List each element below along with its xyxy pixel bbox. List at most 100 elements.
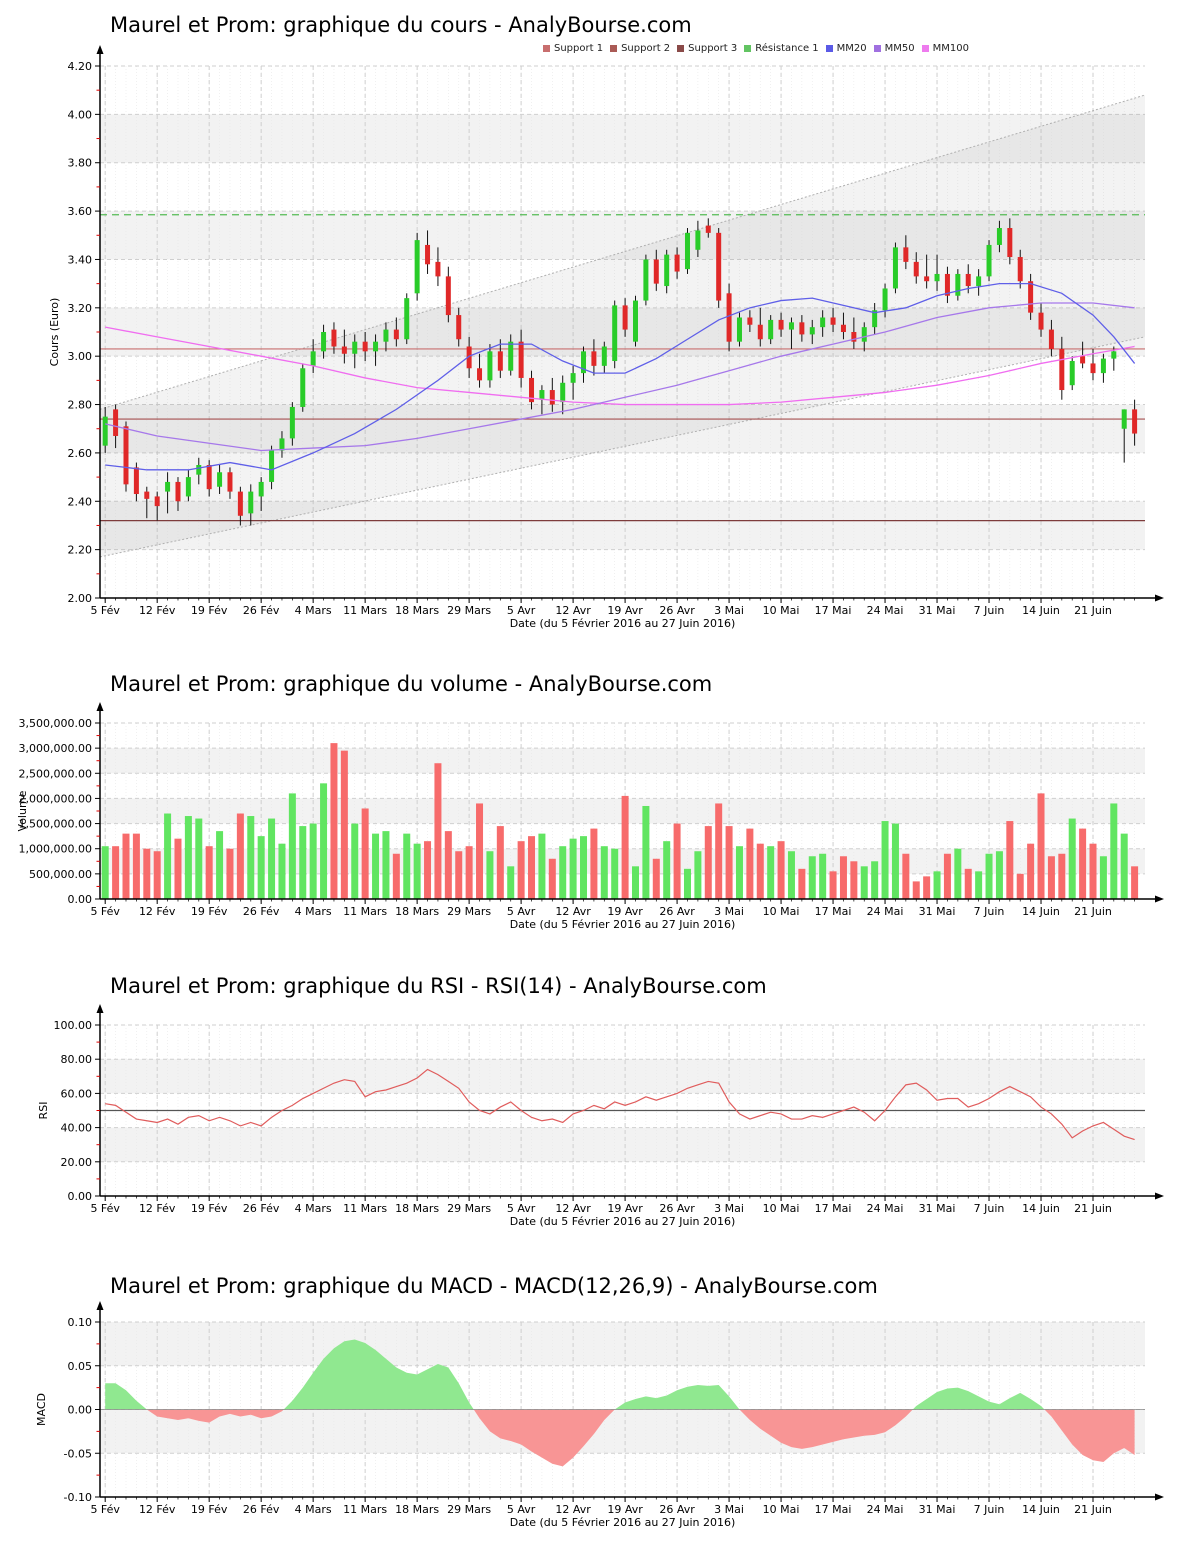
svg-text:100.00: 100.00	[54, 1019, 93, 1032]
svg-text:29 Mars: 29 Mars	[447, 905, 491, 918]
rsi-axes: 100.00 80.00 60.00 40.00 20.00 0.005 Fév 12 Fé…	[37, 1004, 1164, 1228]
svg-text:80.00: 80.00	[61, 1053, 93, 1066]
legend-item-support-1: Support 1	[543, 43, 603, 54]
svg-text:20.00: 20.00	[61, 1156, 93, 1169]
svg-text:0.00: 0.00	[68, 893, 93, 906]
macd-negative-area	[105, 1409, 1135, 1467]
legend-swatch	[873, 45, 881, 52]
svg-text:2.40: 2.40	[68, 495, 93, 508]
macd-positive-area	[105, 1339, 1135, 1410]
mm50-line	[105, 302, 1135, 452]
svg-text:18 Mars: 18 Mars	[395, 905, 439, 918]
svg-text:24 Mai: 24 Mai	[867, 1503, 904, 1516]
svg-text:3.40: 3.40	[68, 253, 93, 266]
legend-label: Résistance 1	[755, 43, 819, 54]
svg-text:17 Mai: 17 Mai	[815, 1503, 852, 1516]
svg-text:4 Mars: 4 Mars	[295, 1503, 332, 1516]
svg-text:29 Mars: 29 Mars	[447, 1503, 491, 1516]
rsi-ylabel: RSI	[37, 1102, 50, 1120]
svg-text:500,000.00: 500,000.00	[29, 868, 92, 881]
legend-item-support-2: Support 2	[610, 43, 670, 54]
volume-chart-title: Maurel et Prom: graphique du volume - An…	[110, 672, 713, 696]
svg-text:14 Juin: 14 Juin	[1022, 905, 1060, 918]
svg-text:19 Fév: 19 Fév	[191, 1503, 228, 1516]
macd-chart-title: Maurel et Prom: graphique du MACD - MACD…	[110, 1274, 878, 1298]
svg-text:21 Juin: 21 Juin	[1074, 1202, 1112, 1215]
cours-xlabel: Date (du 5 Février 2016 au 27 Juin 2016)	[510, 617, 736, 630]
svg-text:2.20: 2.20	[68, 544, 93, 557]
svg-text:12 Fév: 12 Fév	[139, 1202, 176, 1215]
svg-text:21 Juin: 21 Juin	[1074, 905, 1112, 918]
rsi-line	[105, 1068, 1135, 1141]
svg-text:10 Mai: 10 Mai	[763, 604, 800, 617]
volume-xlabel: Date (du 5 Février 2016 au 27 Juin 2016)	[510, 918, 736, 931]
svg-text:26 Fév: 26 Fév	[243, 604, 280, 617]
svg-text:11 Mars: 11 Mars	[343, 1202, 387, 1215]
price-chart-legend: Support 1 Support 2 Support 3 Résistance 1 M…	[543, 43, 969, 54]
svg-text:2.80: 2.80	[68, 399, 93, 412]
cours-chart: 4.20 4.00 3.80 3.60 3.40 3.20 3.00 2.80 2.60 2.40…	[48, 45, 1164, 630]
volume-bars	[101, 743, 1139, 899]
svg-text:4 Mars: 4 Mars	[295, 1202, 332, 1215]
price-candles	[102, 218, 1138, 526]
svg-text:3.80: 3.80	[68, 157, 93, 170]
svg-text:3 Mai: 3 Mai	[714, 604, 744, 617]
svg-text:12 Avr: 12 Avr	[555, 1503, 591, 1516]
svg-text:12 Fév: 12 Fév	[139, 905, 176, 918]
svg-text:14 Juin: 14 Juin	[1022, 1503, 1060, 1516]
svg-text:3 Mai: 3 Mai	[714, 1202, 744, 1215]
macd-xlabel: Date (du 5 Février 2016 au 27 Juin 2016)	[510, 1516, 736, 1529]
svg-text:19 Fév: 19 Fév	[191, 1202, 228, 1215]
svg-text:18 Mars: 18 Mars	[395, 1202, 439, 1215]
svg-text:26 Avr: 26 Avr	[659, 905, 695, 918]
legend-swatch	[543, 45, 550, 52]
svg-text:7 Juin: 7 Juin	[974, 604, 1005, 617]
svg-text:19 Fév: 19 Fév	[191, 604, 228, 617]
svg-text:24 Mai: 24 Mai	[867, 604, 904, 617]
legend-swatch	[610, 45, 618, 52]
svg-text:12 Fév: 12 Fév	[139, 1503, 176, 1516]
svg-text:18 Mars: 18 Mars	[395, 604, 439, 617]
svg-text:2.00: 2.00	[68, 592, 93, 605]
svg-text:10 Mai: 10 Mai	[763, 1503, 800, 1516]
svg-text:1,000,000.00: 1,000,000.00	[19, 843, 92, 856]
svg-text:5 Avr: 5 Avr	[507, 604, 536, 617]
volume-chart: 3,500,000.00 3,000,000.00 2,500,000.00 2,00…	[16, 702, 1164, 931]
svg-text:-0.05: -0.05	[64, 1447, 92, 1460]
svg-text:7 Juin: 7 Juin	[974, 1202, 1005, 1215]
rsi-chart-title: Maurel et Prom: graphique du RSI - RSI(1…	[110, 974, 767, 998]
svg-text:31 Mai: 31 Mai	[919, 1503, 956, 1516]
svg-text:21 Juin: 21 Juin	[1074, 1503, 1112, 1516]
svg-text:12 Avr: 12 Avr	[555, 1202, 591, 1215]
svg-text:5 Fév: 5 Fév	[90, 1503, 120, 1516]
svg-text:11 Mars: 11 Mars	[343, 905, 387, 918]
svg-text:29 Mars: 29 Mars	[447, 1202, 491, 1215]
svg-text:0.05: 0.05	[68, 1360, 93, 1373]
svg-text:12 Avr: 12 Avr	[555, 604, 591, 617]
svg-text:19 Avr: 19 Avr	[607, 905, 643, 918]
legend-swatch	[677, 45, 685, 52]
svg-text:26 Fév: 26 Fév	[243, 1202, 280, 1215]
mm20-line	[105, 282, 1136, 471]
legend-label: Support 2	[621, 43, 671, 54]
legend-swatch	[921, 45, 929, 52]
svg-text:3 Mai: 3 Mai	[714, 1503, 744, 1516]
macd-chart: 0.10 0.05 0.00 -0.05 -0.105 Fév 12 Fév 19 Fév 2…	[35, 1301, 1164, 1529]
svg-text:5 Avr: 5 Avr	[507, 1202, 536, 1215]
svg-text:26 Avr: 26 Avr	[659, 604, 695, 617]
svg-text:4.20: 4.20	[68, 60, 93, 73]
svg-text:5 Avr: 5 Avr	[507, 1503, 536, 1516]
macd-axes: 0.10 0.05 0.00 -0.05 -0.105 Fév 12 Fév 19 Fév 2…	[35, 1301, 1164, 1529]
svg-text:31 Mai: 31 Mai	[919, 905, 956, 918]
svg-text:3 Mai: 3 Mai	[714, 905, 744, 918]
mm100-line	[105, 326, 1135, 406]
svg-text:3.60: 3.60	[68, 205, 93, 218]
svg-text:17 Mai: 17 Mai	[815, 604, 852, 617]
svg-text:24 Mai: 24 Mai	[867, 905, 904, 918]
svg-text:29 Mars: 29 Mars	[447, 604, 491, 617]
svg-text:11 Mars: 11 Mars	[343, 604, 387, 617]
cours-ylabel: Cours (Euro)	[48, 298, 61, 367]
svg-text:5 Avr: 5 Avr	[507, 905, 536, 918]
